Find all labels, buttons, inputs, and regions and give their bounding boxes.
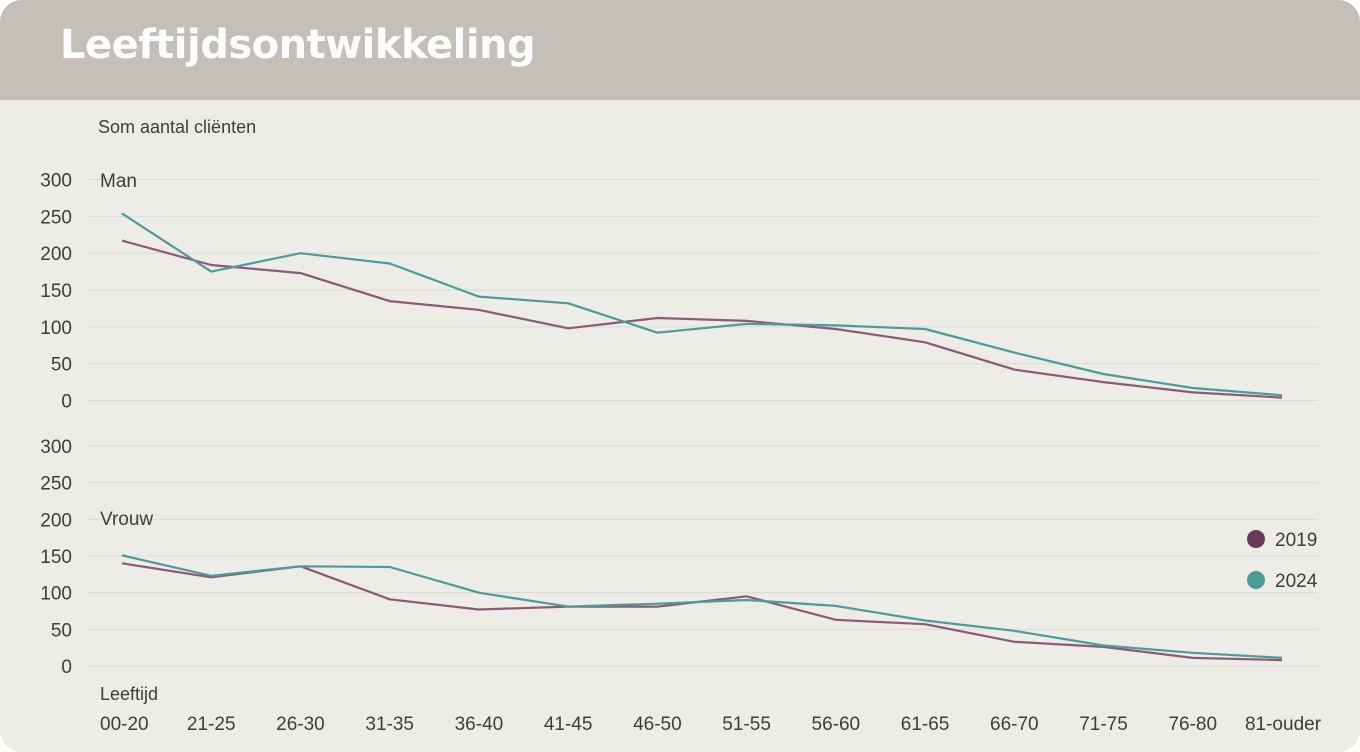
y-tick-label: 300 (40, 171, 72, 192)
x-tick-label: 66-70 (990, 714, 1039, 735)
header-bar: Leeftijdsontwikkeling (0, 0, 1360, 100)
page-title: Leeftijdsontwikkeling (60, 22, 536, 68)
y-tick-label: 300 (40, 437, 72, 458)
x-tick-label: 71-75 (1079, 714, 1128, 735)
y-tick-label: 150 (40, 547, 72, 568)
legend: 2019 2024 (1247, 530, 1318, 592)
y-tick-label: 50 (51, 620, 72, 641)
x-tick-label: 61-65 (901, 714, 950, 735)
y-tick-label: 100 (40, 318, 72, 339)
x-tick-label: 26-30 (276, 714, 325, 735)
panel-label: Man (100, 171, 137, 192)
grid-lines (88, 179, 1318, 667)
y-tick-labels: 0 50 100 150 200 250 300 0 50 100 150 200 250 300 (40, 171, 72, 679)
x-tick-label: 31-35 (365, 714, 414, 735)
y-tick-label: 0 (61, 657, 72, 678)
y-axis-title: Som aantal cliënten (98, 117, 256, 137)
y-tick-label: 250 (40, 207, 72, 228)
x-axis-title: Leeftijd (100, 684, 158, 704)
x-tick-label: 51-55 (722, 714, 771, 735)
y-tick-label: 50 (51, 355, 72, 376)
legend-2019-label: 2019 (1275, 530, 1317, 551)
x-tick-label: 81-ouder (1245, 714, 1322, 735)
series-line-vrouw-2024 (121, 554, 1283, 659)
x-tick-label: 41-45 (544, 714, 593, 735)
y-tick-label: 200 (40, 244, 72, 265)
legend-2019-swatch (1247, 530, 1265, 548)
y-tick-label: 250 (40, 474, 72, 495)
series-line-man-2019 (121, 239, 1283, 399)
x-tick-label: 21-25 (187, 714, 236, 735)
series-lines (121, 212, 1283, 662)
series-line-man-2024 (121, 212, 1283, 397)
y-tick-label: 200 (40, 510, 72, 531)
legend-2024-swatch (1247, 571, 1265, 589)
legend-2024-label: 2024 (1275, 571, 1318, 592)
y-tick-label: 100 (40, 584, 72, 605)
y-tick-label: 0 (61, 392, 72, 413)
x-tick-labels: 00-20 21-25 26-30 31-35 36-40 41-45 46-50 51-55… (100, 714, 1322, 735)
y-tick-label: 150 (40, 281, 72, 302)
x-tick-label: 56-60 (812, 714, 861, 735)
x-tick-label: 36-40 (455, 714, 504, 735)
x-tick-label: 46-50 (633, 714, 682, 735)
panel-label: Vrouw (100, 509, 153, 530)
x-tick-label: 76-80 (1168, 714, 1217, 735)
x-tick-label: 00-20 (100, 714, 149, 735)
panel-labels: Man Vrouw (100, 171, 153, 530)
